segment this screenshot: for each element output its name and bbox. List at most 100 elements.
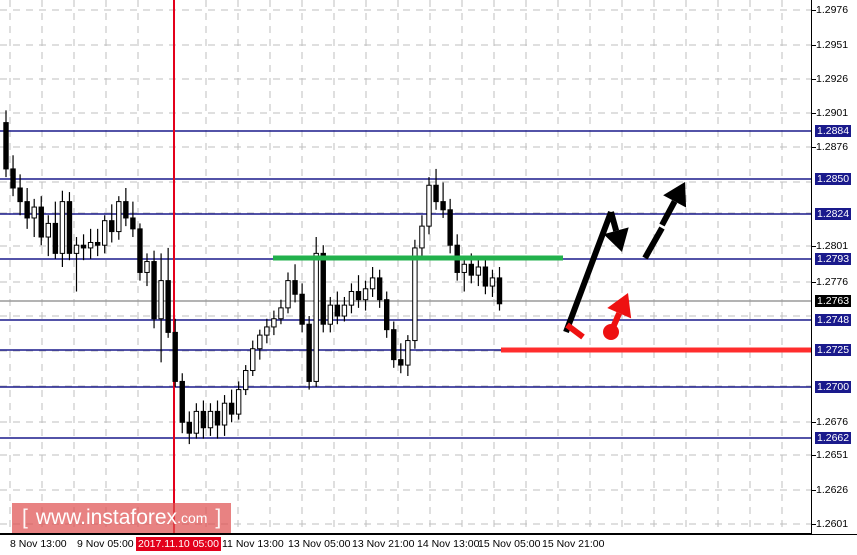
candlestick[interactable] (228, 389, 235, 423)
candlestick[interactable] (87, 228, 94, 259)
candle-body (468, 263, 475, 276)
candlestick[interactable] (384, 291, 390, 338)
candlestick[interactable] (341, 296, 348, 322)
candlestick[interactable] (292, 264, 298, 303)
time-axis[interactable]: 8 Nov 13:00 9 Nov 05:00 2017.11.10 05:00 11… (0, 534, 857, 555)
candlestick[interactable] (334, 291, 341, 325)
price-level-label[interactable]: 1.2700 (815, 381, 852, 393)
candlestick[interactable] (313, 237, 319, 387)
candle-body (3, 122, 9, 170)
candlestick[interactable] (3, 110, 9, 178)
candlestick[interactable] (59, 190, 66, 267)
candlestick[interactable] (200, 400, 207, 439)
candlestick[interactable] (116, 196, 122, 240)
candlestick[interactable] (327, 296, 334, 333)
candlestick[interactable] (348, 283, 355, 314)
candlestick[interactable] (221, 395, 228, 436)
price-level-label[interactable]: 1.2793 (815, 253, 852, 265)
candlestick[interactable] (250, 340, 256, 376)
candlestick[interactable] (405, 335, 411, 376)
candlestick[interactable] (151, 250, 157, 329)
price-level-label[interactable]: 1.2748 (815, 314, 852, 326)
candlestick[interactable] (172, 318, 178, 387)
candlestick[interactable] (102, 215, 108, 254)
candlestick[interactable] (271, 310, 277, 336)
price-level-label[interactable]: 1.2824 (815, 208, 852, 220)
price-level-label[interactable]: 1.2850 (815, 173, 852, 185)
current-price-label[interactable]: 1.2763 (815, 295, 852, 307)
candlestick[interactable] (369, 267, 376, 297)
candlestick[interactable] (73, 237, 80, 292)
candle-body (257, 334, 263, 350)
candlestick[interactable] (45, 215, 51, 257)
price-chart-plot[interactable] (0, 0, 811, 534)
candle-body (496, 277, 503, 305)
candlestick[interactable] (31, 198, 37, 238)
candlestick[interactable] (165, 247, 171, 338)
candlestick[interactable] (376, 269, 383, 308)
candlestick[interactable] (264, 318, 270, 344)
price-level-label[interactable]: 1.2662 (815, 432, 852, 444)
candlestick[interactable] (130, 201, 136, 238)
price-level-label[interactable]: 1.2725 (815, 344, 852, 356)
candle-body (384, 299, 390, 331)
candlestick[interactable] (306, 316, 312, 390)
candlestick[interactable] (158, 253, 164, 363)
candlestick[interactable] (433, 168, 439, 210)
candlestick[interactable] (398, 343, 404, 374)
price-level-label[interactable]: 1.2884 (815, 125, 852, 137)
price-axis-label: 1.2801 (816, 240, 849, 252)
candle-body (376, 277, 383, 301)
candle-body (10, 168, 16, 189)
candle-body (130, 217, 136, 230)
candlestick[interactable] (447, 198, 453, 254)
price-axis-tickmark (812, 455, 816, 456)
candlestick[interactable] (109, 204, 115, 243)
candlestick[interactable] (214, 400, 221, 439)
watermark-bracket-left: [ (22, 506, 28, 529)
candlestick[interactable] (17, 174, 23, 216)
candlestick[interactable] (137, 223, 143, 281)
candlestick[interactable] (285, 272, 291, 314)
candlestick[interactable] (461, 256, 467, 292)
candlestick[interactable] (440, 182, 446, 218)
watermark-bracket-right: ] (215, 506, 222, 529)
candlestick[interactable] (123, 187, 129, 227)
candlestick[interactable] (144, 253, 150, 287)
candlestick[interactable] (391, 321, 397, 368)
candlestick[interactable] (38, 196, 44, 246)
candlestick[interactable] (243, 365, 249, 396)
candlestick[interactable] (299, 283, 305, 333)
candlestick[interactable] (193, 403, 200, 439)
candlestick[interactable] (179, 373, 185, 434)
candle-body (419, 225, 425, 249)
price-axis-tickmark (812, 113, 816, 114)
candlestick[interactable] (94, 228, 101, 257)
candlestick[interactable] (482, 256, 489, 295)
candlestick[interactable] (362, 280, 369, 311)
forecast-up-arrow (659, 182, 687, 227)
candlestick[interactable] (66, 192, 73, 261)
candlestick[interactable] (186, 411, 193, 445)
candle-body (193, 410, 200, 434)
candlestick[interactable] (257, 329, 263, 360)
candle-body (66, 201, 73, 254)
candlestick[interactable] (10, 155, 16, 197)
candle-body (369, 277, 376, 290)
time-cursor-label[interactable]: 2017.11.10 05:00 (136, 537, 221, 551)
candlestick[interactable] (496, 267, 503, 311)
price-axis[interactable]: 1.2976 1.2951 1.2926 1.2901 1.2884 1.2876 1.28… (811, 0, 857, 534)
candlestick[interactable] (489, 269, 496, 297)
candlestick[interactable] (80, 234, 87, 261)
candlestick[interactable] (52, 201, 59, 259)
candle-body (348, 291, 355, 306)
candlestick[interactable] (235, 381, 242, 420)
candlestick[interactable] (24, 187, 30, 229)
candlestick[interactable] (419, 215, 425, 257)
candlestick[interactable] (207, 403, 214, 436)
candle-body (412, 247, 418, 342)
candlestick[interactable] (426, 177, 432, 235)
candlestick[interactable] (355, 275, 362, 308)
candlestick[interactable] (278, 299, 284, 325)
candlestick[interactable] (475, 258, 482, 287)
